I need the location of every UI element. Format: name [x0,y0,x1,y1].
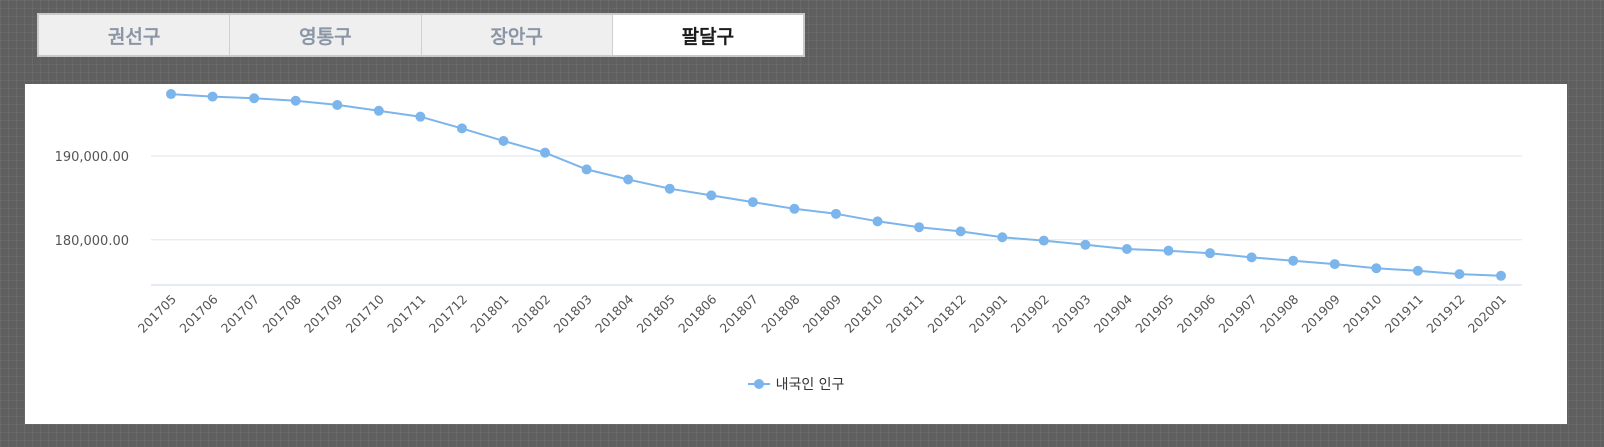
y-tick-label: 180,000.00 [55,234,129,249]
district-tabs: 권선구 영통구 장안구 팔달구 [37,13,805,57]
data-point [249,93,260,104]
data-point [706,190,717,201]
data-point [166,89,176,100]
data-point [747,197,758,208]
x-tick-label: 201904 [1091,291,1135,335]
x-tick-label: 201810 [841,291,885,335]
chart-panel: 180,000.00 190,000.00 201705 201706 201707 20… [25,84,1567,424]
data-point [1329,259,1340,270]
data-point [1454,269,1465,280]
legend-marker-icon [747,378,770,390]
x-tick-label: 201912 [1423,292,1467,336]
data-point [207,91,218,102]
data-point [914,222,925,233]
data-point [997,232,1008,243]
x-tick-label: 201906 [1174,291,1218,335]
tab-paldal[interactable]: 팔달구 [612,15,803,55]
x-tick-label: 201709 [301,291,345,335]
tab-yeongtong[interactable]: 영통구 [230,15,422,55]
data-point [1412,265,1423,276]
chart-legend[interactable]: 내국인 인구 [25,374,1567,394]
x-tick-label: 201901 [966,292,1010,336]
data-point [332,99,343,110]
data-point [456,123,467,134]
data-point [373,105,384,116]
x-tick-label: 201811 [883,292,927,336]
x-tick-label: 201902 [1008,292,1052,336]
tab-jangan[interactable]: 장안구 [421,15,613,55]
data-point [1496,270,1506,281]
x-tick-label: 201806 [675,291,719,335]
data-point [623,174,634,185]
x-tick-label: 201708 [259,291,303,335]
x-tick-label: 201907 [1215,292,1259,336]
x-tick-label: 201712 [426,292,470,336]
x-tick-label: 201705 [135,292,179,336]
x-tick-label: 202001 [1465,292,1509,336]
data-point [1121,243,1132,254]
x-tick-label: 201802 [509,292,553,336]
series-line [170,93,1502,277]
data-point [581,164,592,175]
x-tick-label: 201710 [343,291,387,335]
x-tick-label: 201808 [758,291,802,335]
data-point [1288,255,1299,266]
x-tick-label: 201908 [1257,291,1301,335]
x-tick-label: 201803 [550,292,594,336]
tab-gwonseon[interactable]: 권선구 [39,15,231,55]
y-tick-label: 190,000.00 [55,150,129,165]
x-tick-label: 201905 [1132,292,1176,336]
legend-label: 내국인 인구 [775,377,845,393]
data-point [789,203,800,214]
x-tick-label: 201911 [1382,292,1426,336]
data-point [872,216,883,227]
data-point [1246,252,1257,263]
x-tick-label: 201801 [467,292,511,336]
x-tick-label: 201805 [634,292,678,336]
data-point [831,208,841,219]
x-tick-label: 201807 [717,292,761,336]
x-tick-label: 201804 [592,291,636,335]
data-point [1371,263,1382,274]
x-tick-label: 201809 [800,291,844,335]
data-point [540,147,551,158]
x-tick-label: 201812 [924,292,968,336]
x-tick-label: 201711 [384,292,428,336]
x-tick-label: 201910 [1340,291,1384,335]
data-point [1163,245,1174,256]
line-chart: 180,000.00190,000.0020170520170620170720… [55,89,1522,336]
data-point [664,183,675,194]
data-point [290,95,301,106]
x-tick-label: 201707 [218,292,262,336]
x-tick-label: 201706 [176,291,220,335]
data-point [1205,248,1216,259]
x-tick-label: 201909 [1299,291,1343,335]
data-point [1038,235,1049,246]
data-point [415,111,426,122]
data-point [1080,239,1091,250]
x-tick-label: 201903 [1049,292,1093,336]
data-point [498,135,509,146]
data-point [955,226,966,237]
